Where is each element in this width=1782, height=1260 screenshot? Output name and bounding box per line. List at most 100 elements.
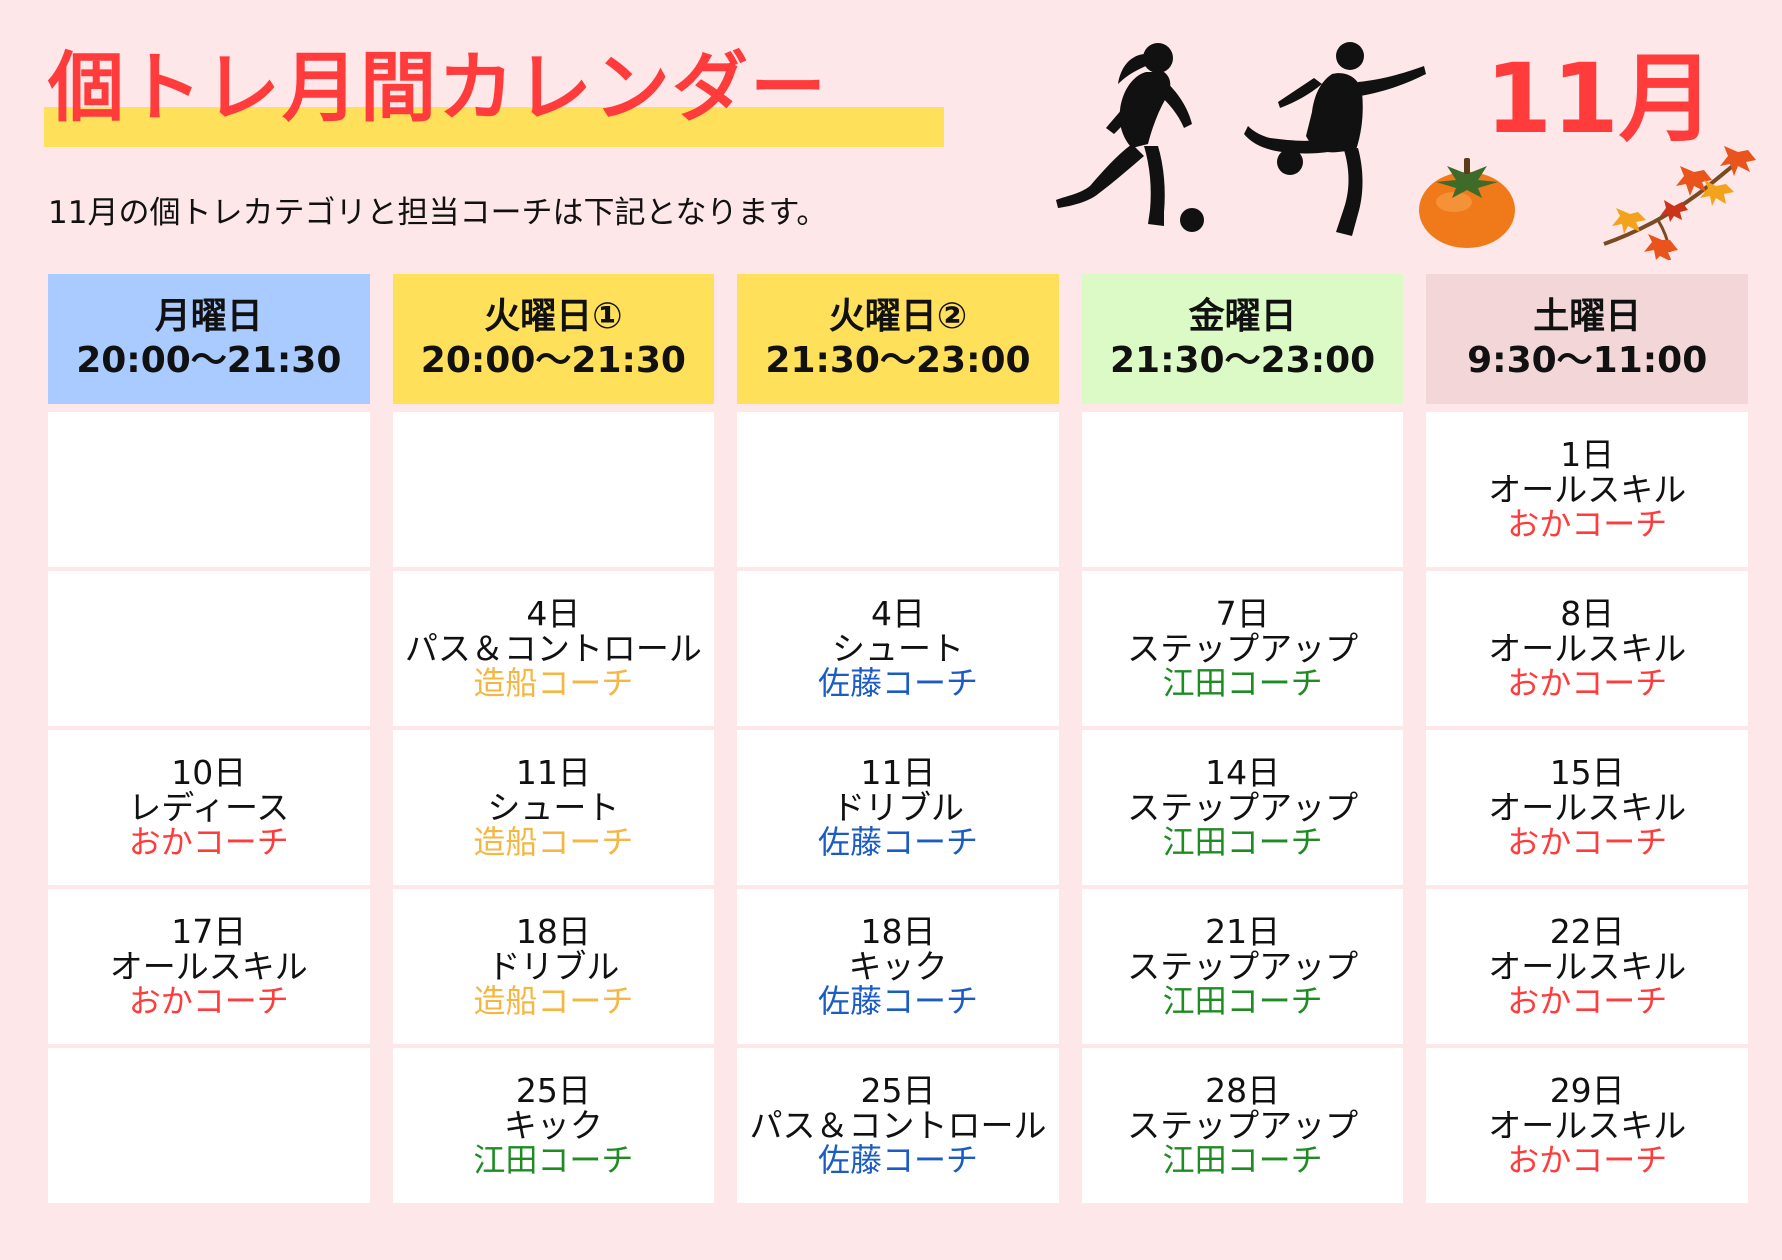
cell-date: 1日 bbox=[1560, 435, 1615, 474]
cell-date: 28日 bbox=[1205, 1071, 1281, 1110]
schedule-cell: 4日 パス＆コントロール 造船コーチ bbox=[392, 571, 715, 726]
schedule-cell: 21日 ステップアップ 江田コーチ bbox=[1081, 889, 1404, 1044]
header-day: 月曜日 bbox=[154, 296, 263, 337]
page-subtitle: 11月の個トレカテゴリと担当コーチは下記となります。 bbox=[48, 195, 828, 231]
cell-coach: 造船コーチ bbox=[473, 982, 634, 1020]
cell-category: オールスキル bbox=[1488, 1106, 1687, 1145]
title-block: 個トレ月間カレンダー bbox=[44, 34, 944, 154]
cell-date: 4日 bbox=[870, 594, 925, 633]
schedule-cell: 17日 オールスキル おかコーチ bbox=[48, 889, 370, 1044]
cell-coach: 江田コーチ bbox=[473, 1141, 634, 1179]
cell-category: シュート bbox=[487, 788, 620, 827]
header-time: 20:00～21:30 bbox=[76, 340, 342, 381]
column-tuesday-2: 火曜日② 21:30～23:00 4日 シュート 佐藤コーチ 11日 ドリブル … bbox=[737, 274, 1059, 1204]
column-header: 金曜日 21:30～23:00 bbox=[1081, 274, 1404, 404]
cell-date: 11日 bbox=[860, 753, 936, 792]
schedule-cell: 10日 レディース おかコーチ bbox=[48, 730, 370, 885]
cell-coach: おかコーチ bbox=[1507, 664, 1668, 702]
schedule-cell: 15日 オールスキル おかコーチ bbox=[1426, 730, 1748, 885]
persimmon-icon bbox=[1419, 158, 1515, 248]
schedule-cell: 11日 シュート 造船コーチ bbox=[392, 730, 715, 885]
schedule-cell bbox=[48, 571, 370, 726]
column-header: 火曜日② 21:30～23:00 bbox=[737, 274, 1059, 404]
month-label: 11月 bbox=[1485, 43, 1715, 155]
cell-category: パス＆コントロール bbox=[749, 1106, 1047, 1145]
autumn-leaves-icon bbox=[1603, 146, 1756, 260]
cell-category: オールスキル bbox=[109, 947, 308, 986]
header-time: 20:00～21:30 bbox=[420, 340, 686, 381]
cell-category: ドリブル bbox=[487, 947, 620, 986]
cell-date: 15日 bbox=[1549, 753, 1625, 792]
schedule-cell: 25日 キック 江田コーチ bbox=[392, 1048, 715, 1203]
cell-coach: おかコーチ bbox=[1507, 1141, 1668, 1179]
schedule-cell bbox=[392, 412, 715, 567]
cell-coach: 江田コーチ bbox=[1162, 664, 1323, 702]
cell-category: オールスキル bbox=[1488, 629, 1687, 668]
cell-category: ステップアップ bbox=[1127, 788, 1359, 827]
header-day: 金曜日 bbox=[1188, 296, 1297, 337]
schedule-cell: 11日 ドリブル 佐藤コーチ bbox=[737, 730, 1059, 885]
schedule-cell: 18日 ドリブル 造船コーチ bbox=[392, 889, 715, 1044]
cell-category: オールスキル bbox=[1488, 470, 1687, 509]
cell-coach: 佐藤コーチ bbox=[817, 982, 978, 1020]
cell-date: 25日 bbox=[860, 1071, 936, 1110]
cell-date: 21日 bbox=[1205, 912, 1281, 951]
cell-category: シュート bbox=[831, 629, 964, 668]
cell-date: 29日 bbox=[1549, 1071, 1625, 1110]
schedule-cell bbox=[1081, 412, 1404, 567]
schedule-cell: 8日 オールスキル おかコーチ bbox=[1426, 571, 1748, 726]
schedule-cell: 18日 キック 佐藤コーチ bbox=[737, 889, 1059, 1044]
cell-coach: おかコーチ bbox=[128, 823, 289, 861]
cell-date: 18日 bbox=[860, 912, 936, 951]
cell-coach: 造船コーチ bbox=[473, 664, 634, 702]
schedule-cell: 4日 シュート 佐藤コーチ bbox=[737, 571, 1059, 726]
cell-date: 14日 bbox=[1205, 753, 1281, 792]
calendar-grid: 月曜日 20:00～21:30 10日 レディース おかコーチ 17日 オールス… bbox=[48, 274, 1748, 1204]
schedule-cell: 25日 パス＆コントロール 佐藤コーチ bbox=[737, 1048, 1059, 1203]
cell-coach: 佐藤コーチ bbox=[817, 823, 978, 861]
cell-category: ステップアップ bbox=[1127, 629, 1359, 668]
cell-date: 4日 bbox=[526, 594, 581, 633]
cell-coach: おかコーチ bbox=[1507, 982, 1668, 1020]
header-day: 火曜日② bbox=[828, 296, 968, 337]
male-soccer-player-icon bbox=[1244, 42, 1426, 236]
cell-category: ステップアップ bbox=[1127, 947, 1359, 986]
cell-date: 10日 bbox=[171, 753, 247, 792]
cell-date: 18日 bbox=[515, 912, 591, 951]
column-header: 土曜日 9:30～11:00 bbox=[1426, 274, 1748, 404]
column-friday: 金曜日 21:30～23:00 7日 ステップアップ 江田コーチ 14日 ステッ… bbox=[1081, 274, 1404, 1204]
header-day: 火曜日① bbox=[484, 296, 623, 337]
cell-date: 17日 bbox=[171, 912, 247, 951]
cell-category: キック bbox=[848, 947, 948, 986]
cell-coach: 江田コーチ bbox=[1162, 982, 1323, 1020]
cell-date: 7日 bbox=[1215, 594, 1270, 633]
schedule-cell bbox=[48, 1048, 370, 1203]
schedule-cell: 14日 ステップアップ 江田コーチ bbox=[1081, 730, 1404, 885]
header-time: 21:30～23:00 bbox=[765, 340, 1031, 381]
cell-coach: 佐藤コーチ bbox=[817, 664, 978, 702]
schedule-cell: 7日 ステップアップ 江田コーチ bbox=[1081, 571, 1404, 726]
title-highlight bbox=[44, 107, 944, 147]
page-title: 個トレ月間カレンダー bbox=[48, 43, 828, 132]
cell-coach: 江田コーチ bbox=[1162, 823, 1323, 861]
cell-category: オールスキル bbox=[1488, 788, 1687, 827]
schedule-cell: 22日 オールスキル おかコーチ bbox=[1426, 889, 1748, 1044]
schedule-cell: 28日 ステップアップ 江田コーチ bbox=[1081, 1048, 1404, 1203]
cell-date: 22日 bbox=[1549, 912, 1625, 951]
schedule-cell: 1日 オールスキル おかコーチ bbox=[1426, 412, 1748, 567]
column-saturday: 土曜日 9:30～11:00 1日 オールスキル おかコーチ 8日 オールスキル… bbox=[1426, 274, 1748, 1204]
cell-category: オールスキル bbox=[1488, 947, 1687, 986]
schedule-cell bbox=[737, 412, 1059, 567]
header-day: 土曜日 bbox=[1533, 296, 1642, 337]
cell-category: ドリブル bbox=[831, 788, 964, 827]
cell-date: 11日 bbox=[515, 753, 591, 792]
column-tuesday-1: 火曜日① 20:00～21:30 4日 パス＆コントロール 造船コーチ 11日 … bbox=[392, 274, 715, 1204]
cell-category: キック bbox=[503, 1106, 603, 1145]
column-header: 火曜日① 20:00～21:30 bbox=[392, 274, 715, 404]
cell-coach: おかコーチ bbox=[1507, 823, 1668, 861]
cell-category: ステップアップ bbox=[1127, 1106, 1359, 1145]
column-monday: 月曜日 20:00～21:30 10日 レディース おかコーチ 17日 オールス… bbox=[48, 274, 370, 1204]
schedule-cell: 29日 オールスキル おかコーチ bbox=[1426, 1048, 1748, 1203]
header-time: 9:30～11:00 bbox=[1467, 340, 1708, 381]
column-header: 月曜日 20:00～21:30 bbox=[48, 274, 370, 404]
